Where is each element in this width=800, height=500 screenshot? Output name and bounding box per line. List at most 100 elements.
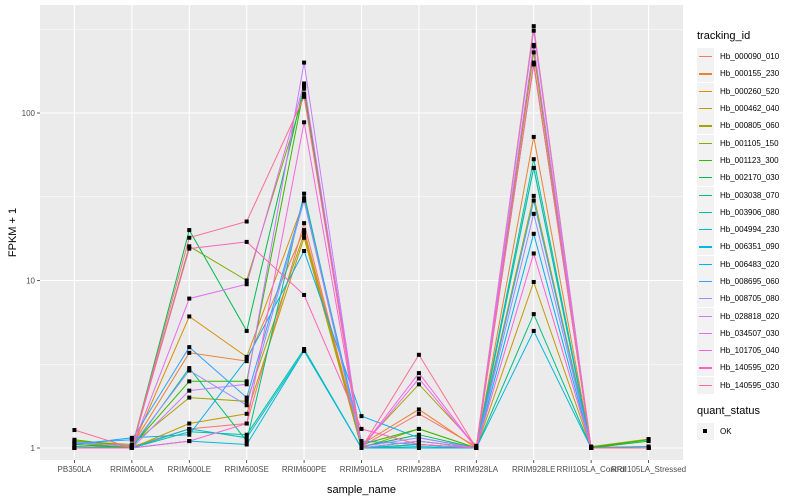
data-point (244, 439, 249, 444)
legend-item: Hb_002170_030 (697, 169, 779, 187)
data-point (531, 279, 536, 284)
data-point (359, 446, 364, 450)
legend-key (697, 290, 714, 308)
line-swatch-icon (699, 315, 712, 317)
data-point (244, 442, 249, 447)
data-point (531, 50, 536, 55)
data-point (187, 426, 192, 431)
line-swatch-icon (699, 108, 712, 110)
data-point (244, 395, 249, 400)
data-point (302, 191, 307, 196)
legend-item: Hb_000155_230 (697, 65, 780, 83)
legend-items: Hb_000090_010 Hb_000155_230 Hb_000260_520 H… (697, 48, 779, 394)
legend-label: Hb_006351_090 (720, 242, 780, 252)
legend-label: Hb_000462_040 (720, 104, 780, 114)
legend-label: Hb_000155_230 (720, 69, 780, 79)
legend-key (697, 273, 714, 290)
legend-key (697, 65, 714, 83)
data-point (302, 60, 307, 65)
data-point (416, 446, 421, 450)
data-point (302, 231, 307, 236)
data-point (187, 366, 192, 371)
data-point (187, 314, 192, 319)
legend-label: Hb_001123_300 (720, 155, 779, 165)
legend-item: Hb_000090_010 (697, 48, 779, 66)
legend-title: quant_status (697, 405, 760, 417)
data-point (416, 411, 421, 416)
data-point (531, 134, 536, 139)
line-swatch-icon (699, 350, 712, 352)
legend-key (697, 221, 714, 239)
line-swatch-icon (699, 125, 712, 127)
data-point (416, 352, 421, 357)
line-swatch-icon (699, 90, 712, 92)
data-point (244, 359, 249, 364)
legend-item: Hb_003038_070 (697, 186, 779, 204)
data-point (187, 421, 192, 426)
data-point (244, 399, 249, 404)
line-swatch-icon (699, 384, 712, 386)
data-point (72, 428, 77, 433)
line-swatch-icon (699, 73, 712, 75)
data-point (416, 376, 421, 381)
data-point (244, 328, 249, 333)
y-tick-label: 100 (22, 109, 36, 118)
legend-key (697, 82, 714, 100)
data-point (187, 368, 192, 373)
legend-item: Hb_008695_060 (697, 273, 779, 290)
line-swatch-icon (699, 56, 712, 58)
data-point (244, 432, 249, 437)
data-point (244, 239, 249, 244)
data-point (187, 395, 192, 400)
legend-label: Hb_000260_520 (720, 86, 780, 96)
data-point (531, 231, 536, 236)
data-point (302, 292, 307, 297)
data-point (359, 426, 364, 431)
legend-item: Hb_028818_020 (697, 307, 779, 325)
legend-item: Hb_003906_080 (697, 203, 779, 221)
data-point (244, 382, 249, 387)
y-axis: 1 10 100 (22, 109, 40, 453)
data-point (531, 24, 536, 29)
data-point (187, 388, 192, 393)
data-point (187, 296, 192, 301)
data-point (129, 437, 134, 442)
data-point (531, 28, 536, 33)
legend-key (697, 423, 714, 441)
data-point (187, 244, 192, 249)
data-point (187, 345, 192, 350)
data-point (531, 193, 536, 198)
data-point (187, 379, 192, 384)
data-point (244, 435, 249, 440)
data-point (244, 411, 249, 416)
data-point (416, 371, 421, 376)
data-point (531, 62, 536, 67)
data-point (187, 432, 192, 437)
legend-label: Hb_000805_060 (720, 121, 780, 131)
data-point (359, 442, 364, 447)
line-swatch-icon (699, 159, 712, 162)
x-tick-label: RRIM600LE (167, 465, 211, 474)
legend-item: Hb_140595_030 (697, 376, 779, 394)
legend-item: Hb_008705_080 (697, 290, 780, 308)
data-point (531, 157, 536, 162)
data-point (244, 379, 249, 384)
data-point (474, 446, 479, 450)
data-point (302, 221, 307, 226)
data-point (302, 228, 307, 233)
line-swatch-icon (699, 211, 712, 213)
data-point (646, 446, 651, 450)
data-point (72, 440, 77, 445)
legend-label: Hb_008705_080 (720, 294, 780, 304)
line-swatch-icon (699, 332, 712, 335)
data-point (244, 354, 249, 359)
legend-key (697, 151, 714, 169)
data-point (302, 196, 307, 201)
x-axis: PB350LA RRIM600LA RRIM600LE RRIM600SE RRIM60… (58, 460, 686, 474)
legend-item: Hb_101705_040 (697, 342, 779, 360)
legend-title: tracking_id (697, 30, 751, 42)
data-point (359, 439, 364, 444)
legend-label: Hb_140595_020 (720, 363, 780, 373)
data-point (187, 429, 192, 434)
